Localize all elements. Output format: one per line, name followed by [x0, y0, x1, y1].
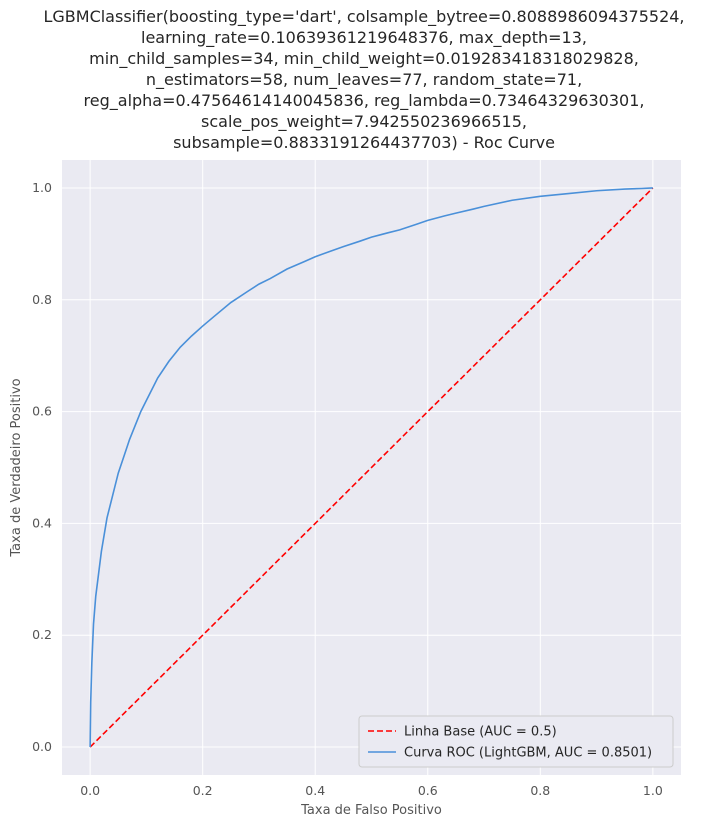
title-line: learning_rate=0.10639361219648376, max_d… — [141, 28, 587, 48]
legend-label: Linha Base (AUC = 0.5) — [404, 725, 557, 740]
y-tick-label: 0.8 — [32, 292, 52, 307]
title-line: min_child_samples=34, min_child_weight=0… — [89, 49, 639, 69]
series-lines — [89, 187, 654, 748]
y-tick-label: 0.6 — [32, 404, 52, 419]
y-axis-ticks: 0.0 0.2 0.4 0.6 0.8 1.0 — [32, 180, 52, 754]
grid-lines — [62, 160, 681, 775]
title-line: LGBMClassifier(boosting_type='dart', col… — [43, 7, 684, 27]
y-tick-label: 0.4 — [32, 515, 52, 530]
roc-series-line — [89, 187, 653, 748]
legend: Linha Base (AUC = 0.5) Curva ROC (LightGB… — [358, 715, 674, 768]
title-line: reg_alpha=0.47564614140045836, reg_lambd… — [84, 91, 645, 111]
x-tick-label: 0.8 — [530, 783, 550, 798]
legend-label: Curva ROC (LightGBM, AUC = 0.8501) — [404, 746, 652, 761]
legend-box — [358, 715, 674, 768]
x-tick-label: 0.2 — [193, 783, 213, 798]
baseline-series-line — [89, 187, 654, 748]
title-line: subsample=0.8833191264437703) - Roc Curv… — [173, 133, 555, 152]
y-axis-label: Taxa de Verdadeiro Positivo — [9, 378, 24, 557]
y-tick-label: 1.0 — [32, 180, 52, 195]
x-axis-label: Taxa de Falso Positivo — [300, 803, 442, 818]
x-tick-label: 0.4 — [305, 783, 325, 798]
x-tick-label: 0.0 — [80, 783, 100, 798]
title-line: n_estimators=58, num_leaves=77, random_s… — [146, 70, 582, 90]
x-tick-label: 1.0 — [643, 783, 663, 798]
y-tick-label: 0.2 — [32, 627, 52, 642]
chart-title: LGBMClassifier(boosting_type='dart', col… — [43, 7, 684, 152]
title-line: scale_pos_weight=7.942550236966515, — [201, 112, 527, 132]
y-tick-label: 0.0 — [32, 739, 52, 754]
x-axis-ticks: 0.0 0.2 0.4 0.6 0.8 1.0 — [80, 783, 663, 798]
x-tick-label: 0.6 — [418, 783, 438, 798]
